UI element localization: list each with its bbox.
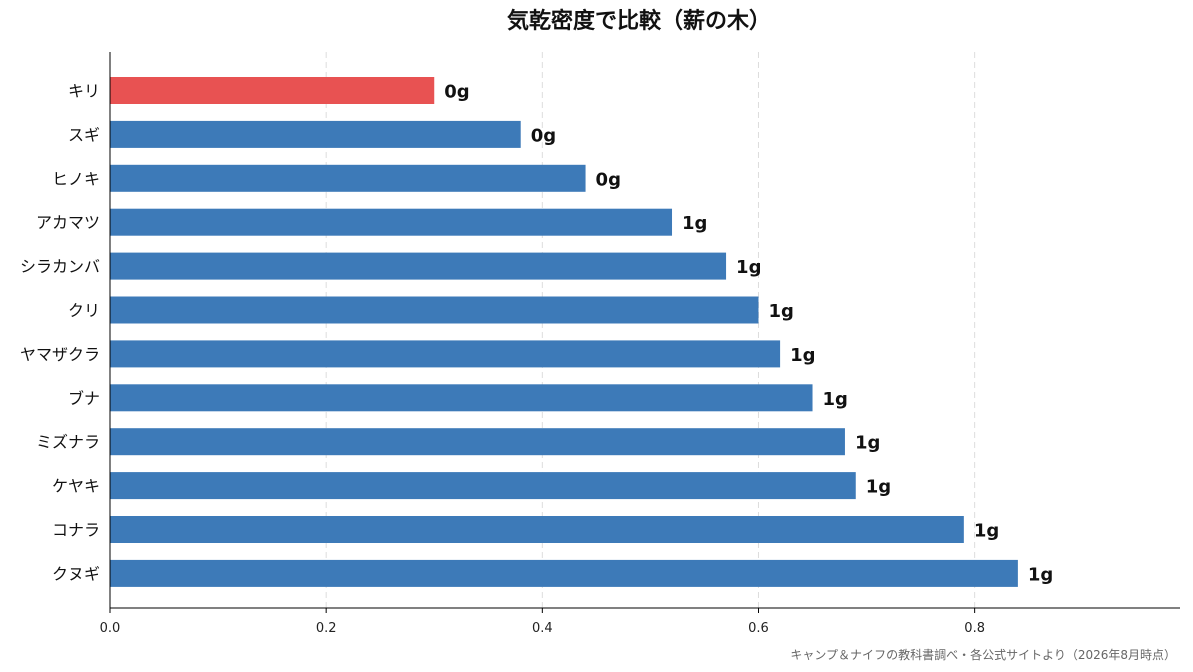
value-label: 1g [974,521,999,542]
x-tick-label: 0.2 [316,621,337,636]
source-note: キャンプ＆ナイフの教科書調べ・各公式サイトより（2026年8月時点） [790,647,1176,662]
bar [110,252,727,280]
bar [110,340,781,368]
bars [110,77,1018,587]
category-label: ケヤキ [52,477,100,496]
x-axis-ticks: 0.0 0.2 0.4 0.6 0.8 [100,608,985,636]
value-label: 1g [682,213,707,234]
x-tick-label: 0.6 [748,621,769,636]
category-label: クリ [68,301,100,320]
bar [110,559,1018,587]
category-label: ヒノキ [52,169,100,188]
bar [110,296,759,324]
x-tick-label: 0.4 [532,621,553,636]
x-tick-label: 0.8 [964,621,985,636]
value-label: 1g [736,257,761,278]
bar [110,208,673,236]
category-label: ブナ [68,389,100,408]
bar [110,384,813,412]
value-label: 1g [866,477,891,498]
bar [110,428,845,456]
category-label: アカマツ [36,213,100,232]
category-label: ヤマザクラ [20,345,100,364]
value-label: 1g [823,389,848,410]
x-tick-label: 0.0 [100,621,121,636]
category-label: シラカンバ [20,257,100,276]
category-label: クヌギ [52,564,100,583]
bar [110,120,521,148]
value-label: 1g [1028,564,1053,585]
value-label: 1g [768,301,793,322]
value-labels: 0g 0g 0g 1g 1g 1g 1g 1g 1g 1g 1g 1g [444,82,1053,586]
bar [110,472,856,500]
bar [110,77,435,104]
bar [110,516,964,543]
bar [110,164,586,192]
category-label: キリ [68,82,100,101]
category-label: ミズナラ [36,433,100,452]
value-label: 0g [444,82,469,103]
value-label: 1g [855,433,880,454]
value-label: 0g [596,169,621,190]
chart-title: 気乾密度で比較（薪の木） [507,8,771,34]
category-label: コナラ [52,521,100,540]
value-label: 0g [531,125,556,146]
value-label: 1g [790,345,815,366]
category-label: スギ [68,125,100,144]
